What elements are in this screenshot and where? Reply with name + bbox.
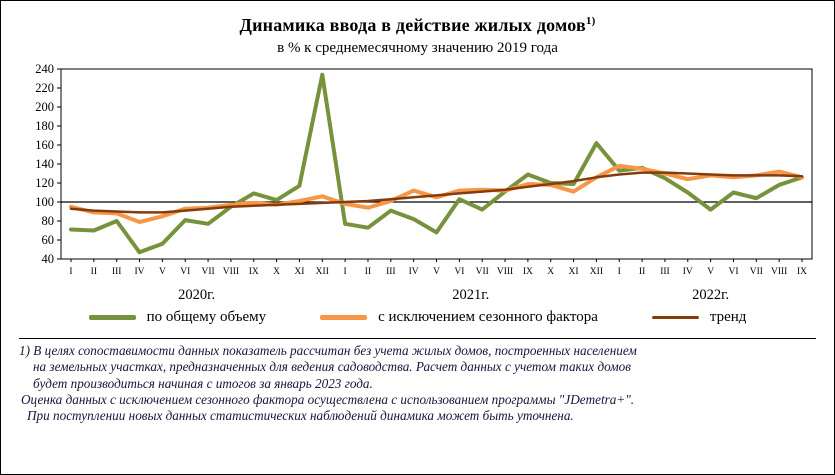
x-axis-label: VIII	[223, 267, 239, 277]
legend-line-sample	[320, 315, 368, 320]
x-axis-label: II	[91, 267, 97, 277]
chart-subtitle: в % к среднемесячному значению 2019 года	[277, 40, 558, 56]
series-line-0	[69, 72, 804, 255]
x-axis-label: V	[159, 267, 166, 277]
y-axis-label: 240	[35, 62, 54, 76]
page-title: Динамика ввода в действие жилых домов1)	[15, 15, 820, 36]
footnote-line-1: 1) В целях сопоставимости данных показат…	[19, 343, 637, 358]
y-axis-label: 40	[42, 252, 55, 266]
x-axis-label: III	[112, 267, 122, 277]
series-line-2	[69, 171, 804, 214]
legend-line-sample	[88, 315, 136, 320]
chart-area: 40 60 80 100 120 140 160 180 200 220 240 I II III IV V V…	[15, 61, 820, 309]
footnote-line-4: Оценка данных с исключением сезонного фа…	[21, 392, 635, 408]
x-axis-label: IX	[797, 267, 807, 277]
x-axis-label: VII	[750, 267, 763, 277]
x-axis-label: XII	[590, 267, 603, 277]
x-axis-label: VIII	[497, 267, 513, 277]
y-axis-label: 80	[42, 214, 55, 228]
footnote-block: 1) В целях сопоставимости данных показат…	[19, 338, 816, 425]
x-axis-label: VI	[180, 267, 190, 277]
x-axis-label: XI	[569, 267, 579, 277]
year-label: 2020г.	[178, 287, 215, 303]
x-axis-label: IV	[409, 267, 419, 277]
x-axis-label: XII	[316, 267, 329, 277]
series-line-1	[69, 163, 804, 224]
x-axis-label: I	[69, 267, 72, 277]
y-axis-label: 220	[35, 81, 54, 95]
x-axis-label: IX	[249, 267, 259, 277]
legend-line-sample	[651, 316, 699, 319]
legend-label: с исключением сезонного фактора	[378, 309, 598, 325]
x-axis-label: V	[707, 267, 714, 277]
x-axis-label: IV	[683, 267, 693, 277]
y-axis-label: 60	[42, 233, 55, 247]
x-axis-label: I	[618, 267, 621, 277]
y-axis-label: 120	[35, 176, 54, 190]
chart-legend: по общему объему с исключением сезонного …	[15, 309, 820, 326]
x-axis-label: III	[386, 267, 396, 277]
x-axis-label: I	[344, 267, 347, 277]
legend-label: по общему объему	[146, 309, 267, 325]
x-axis-label: VI	[728, 267, 738, 277]
y-axis-label: 200	[35, 100, 54, 114]
x-axis-label: VIII	[771, 267, 787, 277]
legend-item-1: с исключением сезонного фактора	[320, 309, 598, 326]
x-axis-label: VII	[476, 267, 489, 277]
legend-label: тренд	[709, 309, 747, 325]
x-axis-label: X	[547, 267, 554, 277]
x-axis-label: IV	[135, 267, 145, 277]
title-footnote-marker: 1)	[585, 15, 596, 27]
footnote-line-5: При поступлении новых данных статистичес…	[27, 408, 574, 424]
x-axis-label: II	[365, 267, 371, 277]
x-axis-label: X	[273, 267, 280, 277]
x-axis-label: II	[639, 267, 645, 277]
y-axis-label: 140	[35, 157, 54, 171]
y-axis-label: 160	[35, 138, 54, 152]
x-axis-label: V	[433, 267, 440, 277]
legend-item-2: тренд	[651, 309, 747, 326]
x-axis-label: XI	[294, 267, 304, 277]
y-axis-label: 180	[35, 119, 54, 133]
year-label: 2022г.	[692, 287, 729, 303]
year-label: 2021г.	[452, 287, 489, 303]
x-axis-label: III	[660, 267, 670, 277]
x-axis-label: VI	[454, 267, 464, 277]
footnote-line-2: на земельных участках, предназначенных д…	[33, 359, 631, 375]
legend-item-0: по общему объему	[88, 309, 267, 326]
x-axis-label: VII	[201, 267, 214, 277]
title-text: Динамика ввода в действие жилых домов	[239, 15, 586, 35]
y-axis-label: 100	[35, 195, 54, 209]
x-axis-label: IX	[523, 267, 533, 277]
footnote-line-3: будет производиться начиная с итогов за …	[33, 375, 373, 391]
